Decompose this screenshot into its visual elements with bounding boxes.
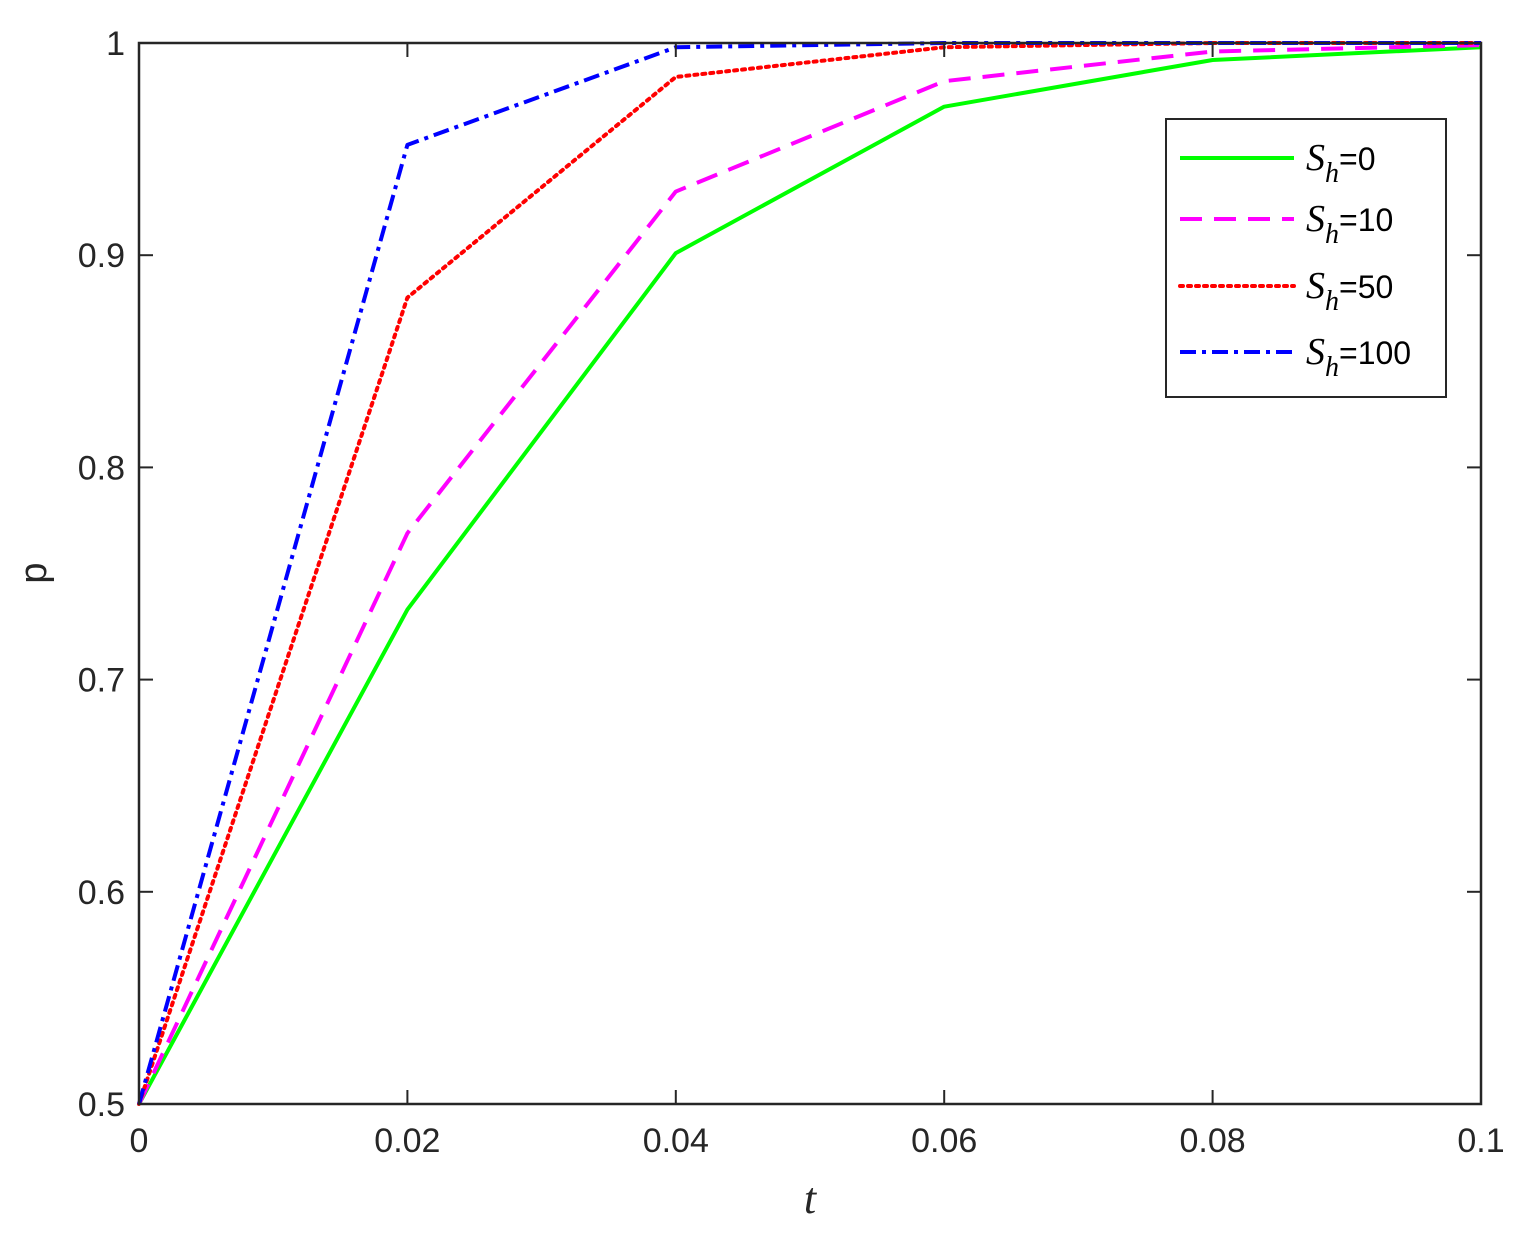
y-tick-label: 0.6 <box>78 874 125 912</box>
x-tick-label: 0.1 <box>1457 1122 1504 1160</box>
legend-label-2: Sh=50 <box>1306 265 1393 317</box>
x-tick-label: 0.06 <box>911 1122 977 1160</box>
y-tick-label: 0.5 <box>78 1086 125 1124</box>
series-line-1 <box>137 43 1482 1105</box>
x-axis-label: t <box>804 1174 818 1223</box>
y-tick-label: 1 <box>106 25 125 63</box>
y-axis-label: p <box>13 562 55 583</box>
y-tick-label: 0.9 <box>78 237 125 275</box>
y-tick-label: 0.7 <box>78 662 125 700</box>
legend-label-0: Sh=0 <box>1306 137 1375 189</box>
x-tick-label: 0.02 <box>374 1122 440 1160</box>
axes-frame <box>137 41 1483 1106</box>
x-tick-label: 0.08 <box>1180 1122 1246 1160</box>
x-tick-label: 0 <box>130 1122 149 1160</box>
axes-layer: 0 0.02 0.04 0.06 0.08 0.1 0.5 0.6 0.7 0.8 0.9 1 <box>78 25 1505 1160</box>
series-line-0 <box>137 45 1482 1105</box>
y-tick-label: 0.8 <box>78 449 125 487</box>
legend-label-1: Sh=10 <box>1306 198 1393 250</box>
legend-label-3: Sh=100 <box>1306 331 1411 383</box>
legend: Sh=0 Sh=10 Sh=50 Sh=100 <box>1165 118 1447 398</box>
x-tick-label: 0.04 <box>643 1122 709 1160</box>
